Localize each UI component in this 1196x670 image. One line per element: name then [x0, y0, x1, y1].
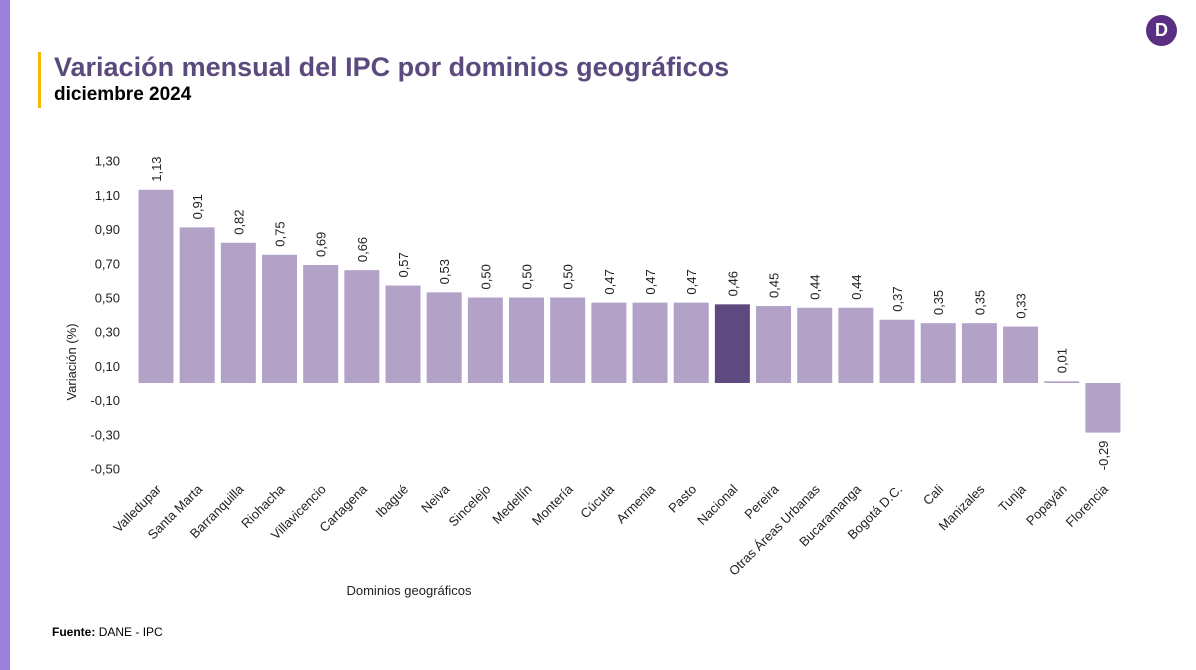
value-label: 0,44 [808, 274, 823, 299]
x-tick-label: Florencia [1063, 481, 1112, 530]
y-tick-label: 0,50 [95, 291, 120, 306]
x-tick-label: Medellín [489, 482, 534, 527]
bar [632, 302, 668, 383]
bar [1003, 326, 1039, 383]
value-label: 0,53 [437, 259, 452, 284]
value-label: 0,33 [1014, 293, 1029, 318]
title-block: Variación mensual del IPC por dominios g… [38, 52, 729, 108]
x-tick-label: Montería [529, 481, 576, 528]
bar [961, 323, 997, 383]
chart-subtitle: diciembre 2024 [54, 84, 192, 105]
bar [591, 302, 627, 383]
y-tick-label: 0,90 [95, 222, 120, 237]
value-label: 0,44 [849, 274, 864, 299]
value-label: 0,35 [931, 290, 946, 315]
y-tick-label: 0,30 [95, 325, 120, 340]
x-tick-label: Tunja [995, 481, 1029, 515]
value-label: 0,46 [725, 271, 740, 296]
bar [426, 292, 462, 383]
y-tick-label: -0,30 [90, 427, 120, 442]
value-label: 0,45 [767, 273, 782, 298]
value-label: 1,13 [149, 156, 164, 181]
bar [467, 297, 503, 383]
value-label: 0,37 [890, 286, 905, 311]
y-tick-label: 0,70 [95, 256, 120, 271]
value-label: -0,29 [1096, 441, 1111, 471]
value-label: 0,91 [190, 194, 205, 219]
value-label: 0,82 [231, 209, 246, 234]
x-tick-label: Sincelejo [446, 482, 494, 530]
bar [509, 297, 545, 383]
y-axis-label: Variación (%) [64, 323, 79, 400]
bar [550, 297, 586, 383]
y-tick-label: -0,10 [90, 393, 120, 408]
x-tick-label: Cali [920, 481, 947, 508]
x-tick-label: Nacional [694, 481, 740, 527]
bar [344, 270, 380, 383]
dane-logo-icon: D [1146, 15, 1177, 46]
bar [920, 323, 956, 383]
x-axis-label: Dominios geográficos [346, 583, 472, 598]
x-tick-label: Neiva [418, 481, 453, 516]
x-tick-label: Pereira [741, 481, 782, 522]
bar [303, 265, 339, 383]
value-label: 0,47 [602, 269, 617, 294]
bar [220, 242, 256, 383]
bar [179, 227, 215, 383]
y-tick-label: 0,10 [95, 359, 120, 374]
bar [262, 254, 298, 383]
value-label: 0,66 [355, 237, 370, 262]
value-label: 0,47 [643, 269, 658, 294]
source-value: DANE - IPC [98, 625, 163, 639]
y-tick-label: 1,10 [95, 188, 120, 203]
bar [138, 189, 174, 383]
x-tick-label: Armenia [613, 481, 658, 526]
bar [797, 307, 833, 383]
bar [385, 285, 421, 383]
x-tick-label: Popayán [1023, 482, 1070, 529]
value-label: 0,75 [273, 221, 288, 246]
value-label: 0,01 [1055, 348, 1070, 373]
value-label: 0,50 [478, 264, 493, 289]
bar [714, 304, 750, 383]
x-tick-label: Manizales [936, 481, 988, 533]
chart-title: Variación mensual del IPC por dominios g… [54, 52, 730, 82]
bar [879, 319, 915, 383]
bar [838, 307, 874, 383]
bar [673, 302, 709, 383]
x-tick-label: Ibagué [372, 482, 411, 521]
bar [1044, 381, 1080, 383]
source-label: Fuente: [52, 625, 96, 639]
source-note: Fuente: DANE - IPC [52, 625, 163, 639]
y-tick-label: 1,30 [95, 154, 120, 169]
x-tick-label: Cúcuta [577, 481, 617, 521]
x-tick-label: Pasto [665, 482, 699, 516]
value-label: 0,35 [972, 290, 987, 315]
bar [1085, 383, 1121, 433]
value-label: 0,50 [520, 264, 535, 289]
value-label: 0,69 [314, 232, 329, 257]
value-label: 0,57 [396, 252, 411, 277]
bar [756, 306, 792, 383]
left-accent-bar [0, 0, 10, 670]
value-label: 0,50 [561, 264, 576, 289]
value-label: 0,47 [684, 269, 699, 294]
y-tick-label: -0,50 [90, 462, 120, 477]
